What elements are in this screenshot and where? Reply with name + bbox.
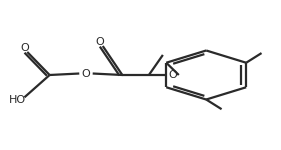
Text: O: O xyxy=(20,43,29,53)
Text: O: O xyxy=(168,70,177,80)
Text: O: O xyxy=(96,37,104,47)
Text: O: O xyxy=(81,69,90,78)
Text: HO: HO xyxy=(9,95,26,105)
